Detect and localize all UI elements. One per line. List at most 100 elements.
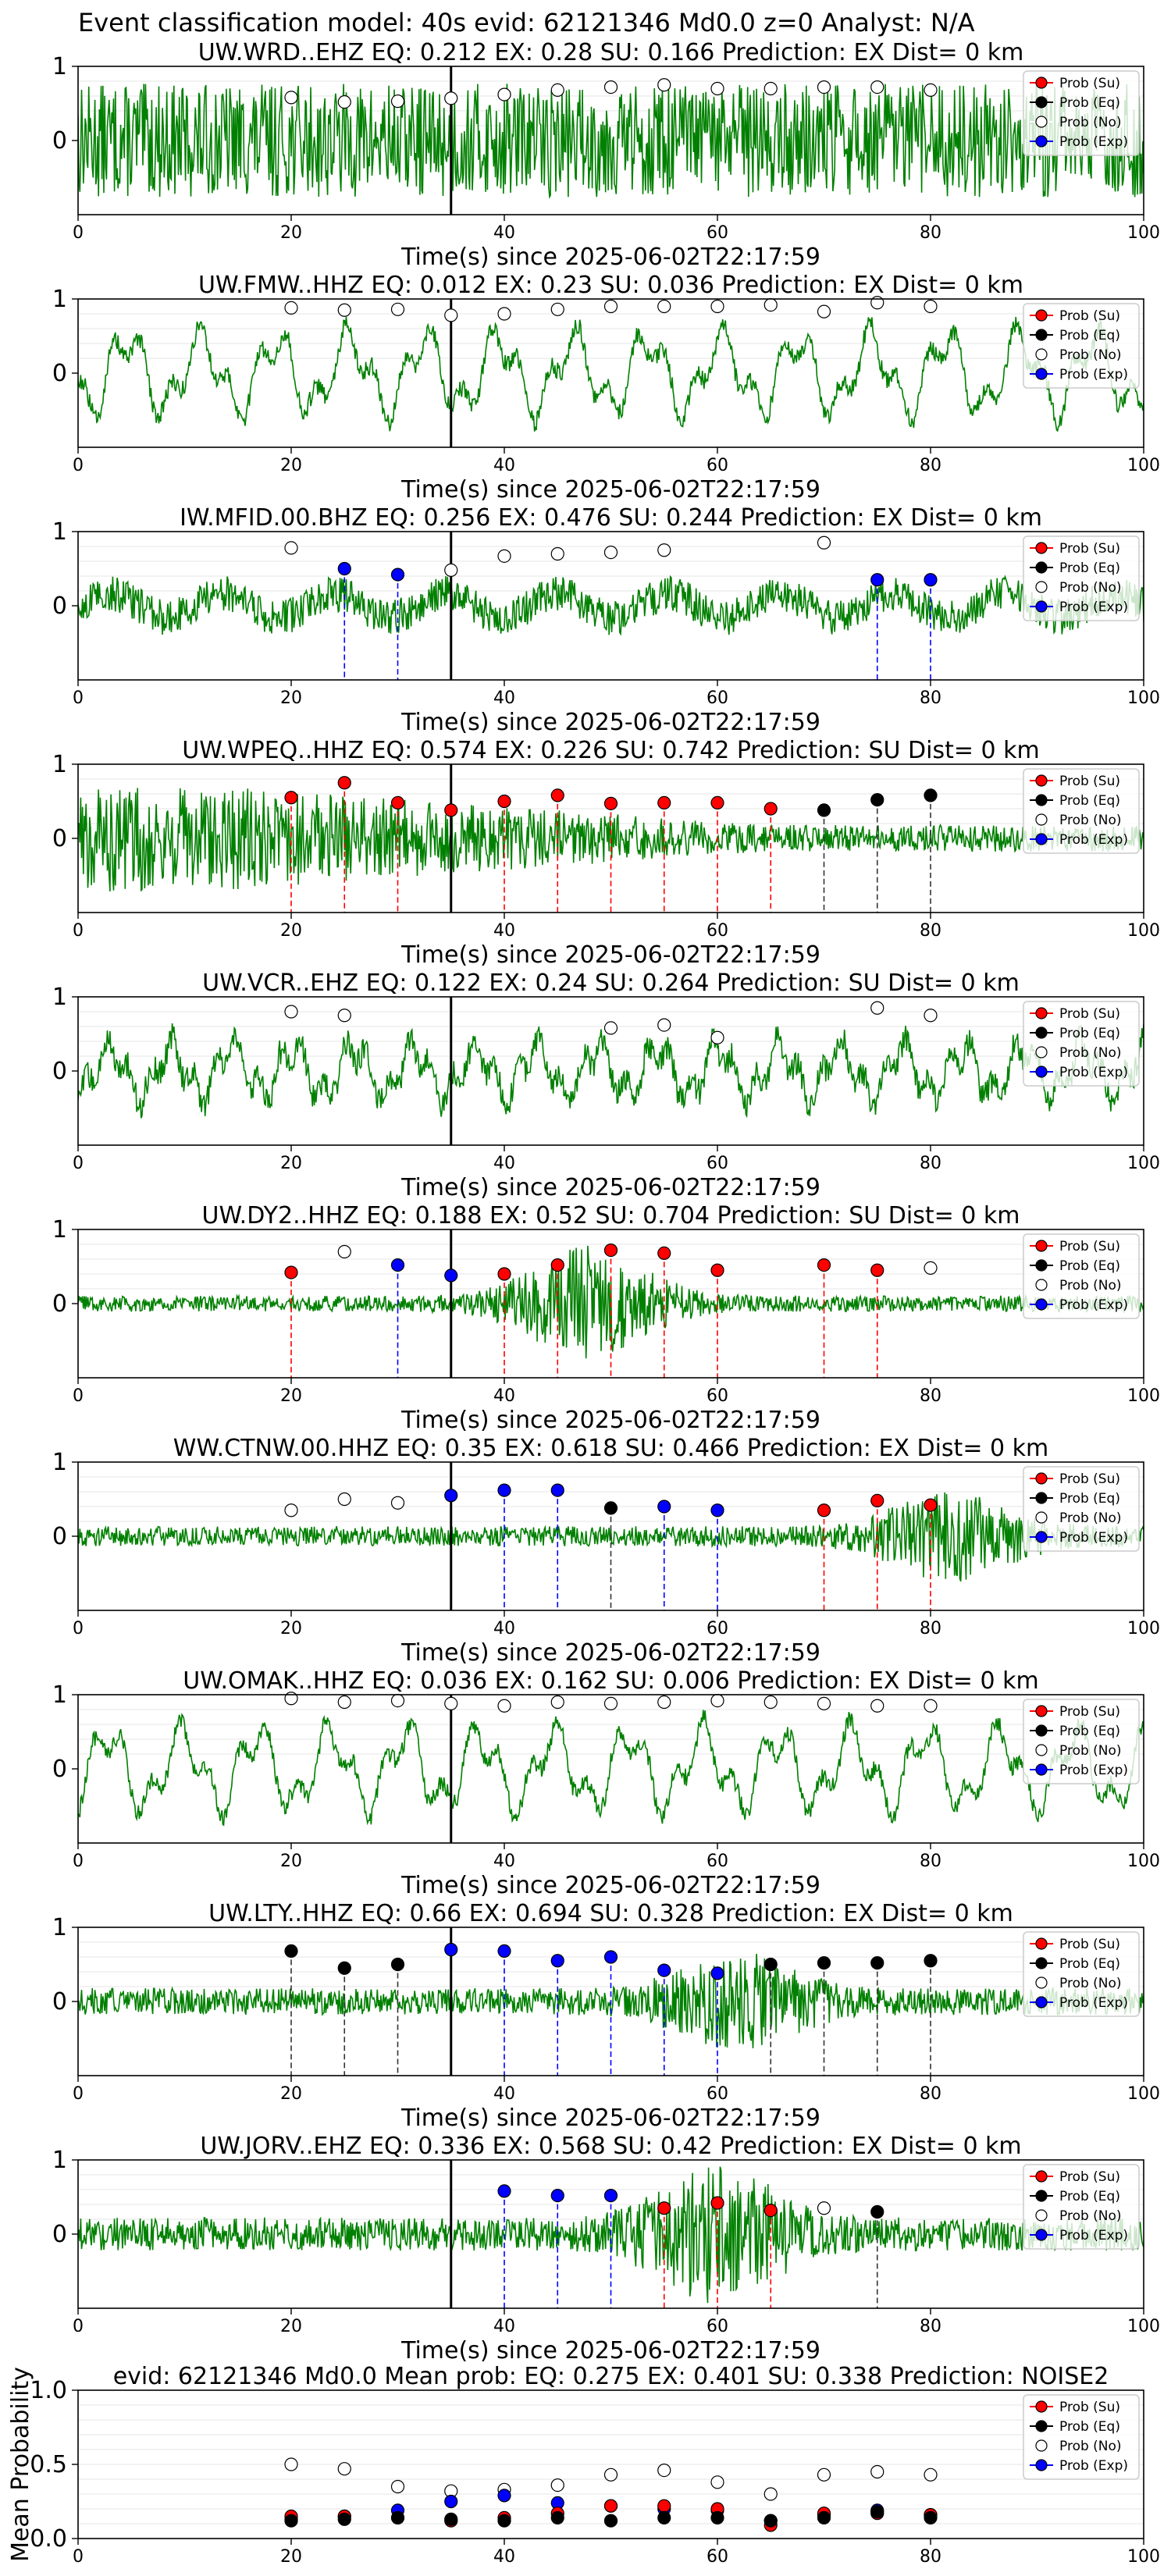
prob-point-no xyxy=(710,1030,724,1044)
legend-label-su: Prob (Su) xyxy=(1059,1239,1120,1254)
prob-point-eq xyxy=(870,792,884,807)
mean-point-no xyxy=(924,2467,938,2482)
legend-marker-eq xyxy=(1035,1724,1048,1737)
prob-point-no xyxy=(497,87,511,101)
xtick-label: 100 xyxy=(1127,456,1160,475)
prob-point-no xyxy=(924,1699,938,1713)
ytick-label: 0 xyxy=(52,592,67,620)
legend-item-no: Prob (No) xyxy=(1030,115,1122,130)
prob-point-su xyxy=(870,1493,884,1508)
legend-item-su: Prob (Su) xyxy=(1030,774,1120,789)
prob-point-no xyxy=(817,304,831,318)
xtick-label: 100 xyxy=(1127,2084,1160,2104)
prob-point-no xyxy=(657,1695,671,1710)
legend: Prob (Su) Prob (Eq) Prob (No) Prob (Exp) xyxy=(1023,1699,1140,1784)
prob-point-no xyxy=(390,302,405,316)
prob-point-no xyxy=(337,95,351,109)
legend-label-eq: Prob (Eq) xyxy=(1059,1491,1120,1507)
mean-point-eq xyxy=(444,2512,458,2526)
xtick-label: 0 xyxy=(73,1386,84,1406)
prob-point-exp xyxy=(390,568,405,582)
mean-point-eq xyxy=(924,2510,938,2524)
legend-label-eq: Prob (Eq) xyxy=(1059,95,1120,111)
legend-marker-exp xyxy=(1035,1066,1048,1078)
legend-label-su: Prob (Su) xyxy=(1059,1006,1120,1022)
legend-item-eq: Prob (Eq) xyxy=(1030,560,1120,576)
panel-title: evid: 62121346 Md0.0 Mean prob: EQ: 0.27… xyxy=(113,2363,1109,2390)
prob-point-no xyxy=(497,549,511,563)
legend-label-no: Prob (No) xyxy=(1059,1278,1122,1293)
legend-label-su: Prob (Su) xyxy=(1059,541,1120,557)
x-axis-label: Time(s) since 2025-06-02T22:17:59 xyxy=(400,1639,820,1667)
legend-item-su: Prob (Su) xyxy=(1030,1006,1120,1022)
legend-item-no: Prob (No) xyxy=(1030,2208,1122,2224)
prob-point-no xyxy=(870,296,884,310)
legend-marker-no xyxy=(1035,2439,1048,2452)
prob-point-su xyxy=(710,2196,724,2210)
xtick-label: 80 xyxy=(920,456,941,475)
prob-point-exp xyxy=(337,561,351,576)
prob-point-no xyxy=(763,81,778,96)
prob-point-no xyxy=(337,1009,351,1023)
legend-label-eq: Prob (Eq) xyxy=(1059,1026,1120,1041)
prob-point-exp xyxy=(603,1950,618,1964)
xtick-label: 60 xyxy=(707,2547,728,2567)
legend-marker-exp xyxy=(1035,1763,1048,1776)
prob-point-eq xyxy=(603,1501,618,1515)
mean-point-no xyxy=(870,2464,884,2479)
xtick-label: 100 xyxy=(1127,688,1160,708)
xtick-label: 100 xyxy=(1127,1852,1160,1871)
legend-marker-su xyxy=(1035,774,1048,787)
legend-frame xyxy=(1023,1699,1140,1784)
xtick-label: 60 xyxy=(707,1619,728,1638)
legend-label-eq: Prob (Eq) xyxy=(1059,560,1120,576)
waveform-trace xyxy=(78,84,1144,199)
legend-frame xyxy=(1023,70,1140,156)
prob-point-no xyxy=(337,1492,351,1507)
panel-title: UW.JORV..EHZ EQ: 0.336 EX: 0.568 SU: 0.4… xyxy=(200,2133,1021,2160)
ytick-label: 1 xyxy=(52,1449,67,1476)
ytick-label: 0.0 xyxy=(30,2525,67,2553)
xtick-label: 20 xyxy=(280,2317,302,2336)
xtick-label: 20 xyxy=(280,1386,302,1406)
prob-point-no xyxy=(284,91,298,105)
xtick-label: 100 xyxy=(1127,1154,1160,1173)
xtick-label: 20 xyxy=(280,2084,302,2104)
legend-label-exp: Prob (Exp) xyxy=(1059,2458,1128,2474)
prob-point-eq xyxy=(817,803,831,817)
ytick-label: 1.0 xyxy=(30,2377,67,2404)
legend-marker-su xyxy=(1035,2170,1048,2183)
legend-label-exp: Prob (Exp) xyxy=(1059,1995,1128,2011)
panel-uw-lty--hhz: UW.LTY..HHZ EQ: 0.66 EX: 0.694 SU: 0.328… xyxy=(52,1900,1160,2132)
prob-point-no xyxy=(390,1496,405,1510)
xtick-label: 0 xyxy=(73,1154,84,1173)
xtick-label: 100 xyxy=(1127,2547,1160,2567)
prob-point-exp xyxy=(550,2189,564,2203)
xtick-label: 80 xyxy=(920,2084,941,2104)
legend-marker-no xyxy=(1035,116,1048,128)
prob-point-su xyxy=(710,795,724,810)
legend-item-eq: Prob (Eq) xyxy=(1030,1491,1120,1507)
legend-marker-no xyxy=(1035,1511,1048,1524)
legend-marker-eq xyxy=(1035,1957,1048,1969)
xtick-label: 20 xyxy=(280,456,302,475)
xtick-label: 60 xyxy=(707,1386,728,1406)
xtick-label: 0 xyxy=(73,921,84,941)
mean-point-no xyxy=(763,2487,778,2501)
xtick-label: 20 xyxy=(280,1852,302,1871)
legend-label-exp: Prob (Exp) xyxy=(1059,1530,1128,1546)
legend-item-exp: Prob (Exp) xyxy=(1030,1763,1128,1778)
legend-marker-exp xyxy=(1035,2229,1048,2241)
panel-uw-wpeq--hhz: UW.WPEQ..HHZ EQ: 0.574 EX: 0.226 SU: 0.7… xyxy=(52,737,1160,969)
legend: Prob (Su) Prob (Eq) Prob (No) Prob (Exp) xyxy=(1023,303,1140,389)
prob-point-su xyxy=(550,788,564,802)
mean-point-exp xyxy=(444,2494,458,2509)
legend-marker-no xyxy=(1035,1279,1048,1291)
legend-marker-su xyxy=(1035,1240,1048,1252)
mean-point-eq xyxy=(337,2512,351,2526)
prob-point-eq xyxy=(817,1956,831,1970)
xtick-label: 80 xyxy=(920,2317,941,2336)
prob-point-no xyxy=(657,543,671,557)
prob-point-su xyxy=(497,794,511,809)
